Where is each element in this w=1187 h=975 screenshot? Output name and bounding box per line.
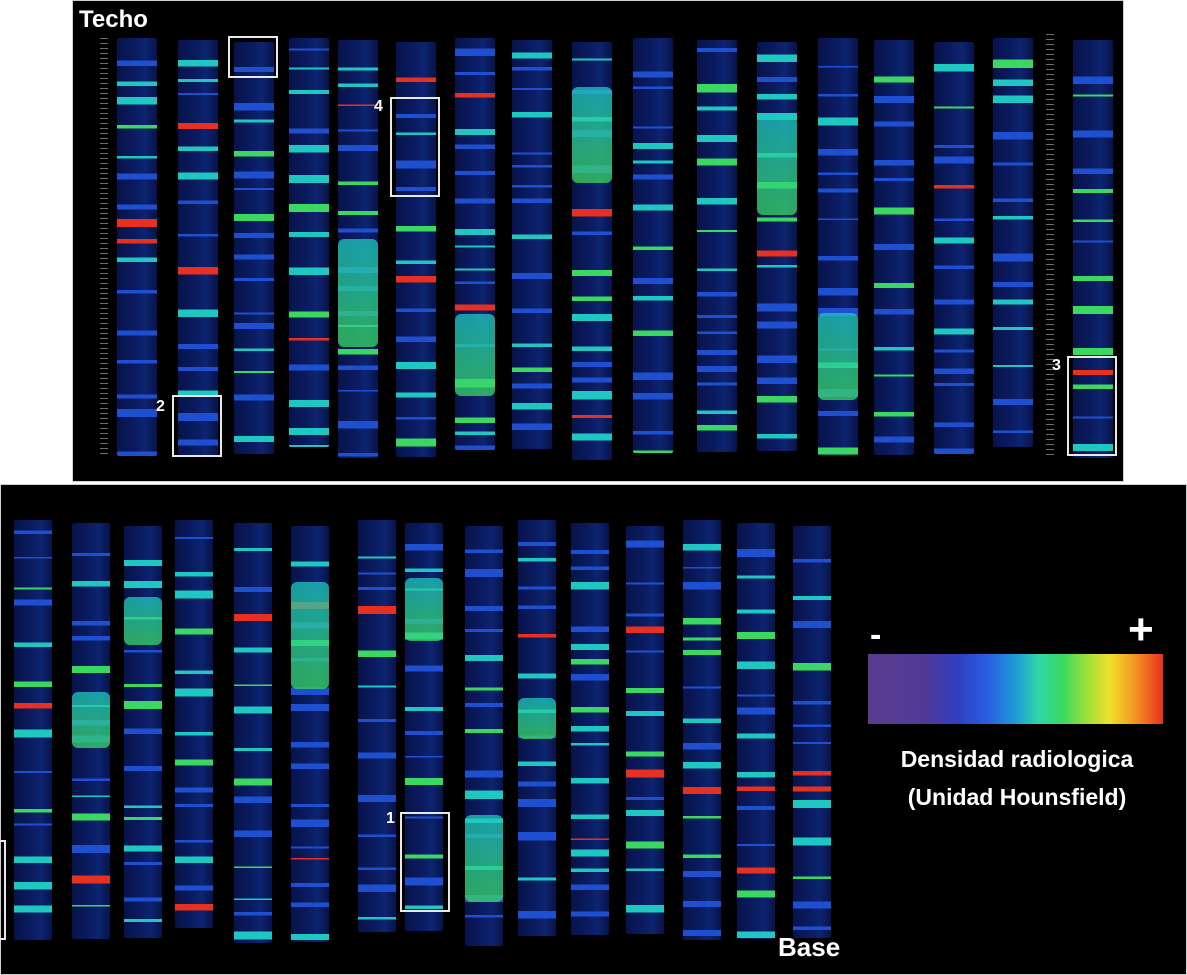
core-column <box>934 42 974 454</box>
legend-title-line2: (Unidad Hounsfield) <box>907 784 1127 810</box>
core-column <box>117 38 157 456</box>
dense-clast <box>757 115 797 216</box>
core-column <box>72 523 110 939</box>
density-color-scale-bar <box>868 654 1163 724</box>
dense-clast <box>72 692 110 748</box>
core-column <box>358 520 396 932</box>
legend-title-line1: Densidad radiologica <box>900 746 1134 772</box>
depth-scale-ruler <box>100 38 108 458</box>
legend-minus-sign: - <box>870 616 882 654</box>
core-column <box>737 523 775 939</box>
dense-clast <box>455 313 495 396</box>
highlight-box-1 <box>400 812 450 912</box>
base-label: Base <box>778 932 841 962</box>
core-column <box>1073 40 1113 458</box>
dense-clast <box>291 582 329 689</box>
highlight-number-3: 3 <box>1052 357 1061 374</box>
dense-clast <box>572 86 612 183</box>
core-column <box>512 40 552 449</box>
highlight-box-2 <box>172 395 222 457</box>
dense-clast <box>338 239 378 347</box>
core-column <box>757 42 797 451</box>
highlight-number-4: 4 <box>374 98 383 115</box>
core-column <box>793 526 831 938</box>
core-column <box>633 38 673 453</box>
core-column <box>124 526 162 938</box>
core-column <box>818 38 858 456</box>
core-column <box>234 42 274 454</box>
core-column <box>683 520 721 940</box>
highlight-box-3 <box>1067 356 1117 456</box>
core-column <box>175 520 213 928</box>
core-column <box>697 40 737 452</box>
core-column <box>993 38 1033 447</box>
core-column <box>571 523 609 935</box>
core-column <box>338 40 378 458</box>
core-column <box>234 523 272 943</box>
dense-clast <box>124 596 162 646</box>
core-column <box>291 526 329 942</box>
highlight-box-4 <box>390 97 440 197</box>
depth-scale-ruler <box>1046 34 1054 458</box>
dense-clast <box>818 313 858 400</box>
core-column <box>626 526 664 934</box>
core-column <box>289 38 329 447</box>
core-column <box>572 42 612 460</box>
legend-plus-sign: + <box>1128 605 1154 654</box>
highlight-box-partial <box>0 840 6 940</box>
core-column <box>874 40 914 455</box>
core-column <box>518 520 556 936</box>
core-column <box>455 38 495 450</box>
dense-clast <box>405 578 443 642</box>
core-column <box>14 520 52 940</box>
dense-clast <box>465 814 503 903</box>
top-label: Techo <box>79 6 148 33</box>
core-column <box>465 526 503 946</box>
core-column <box>405 523 443 931</box>
highlight-number-1: 1 <box>386 810 395 827</box>
core-column <box>178 40 218 455</box>
dense-clast <box>518 698 556 740</box>
highlight-box-top <box>228 36 278 78</box>
core-column <box>396 42 436 457</box>
highlight-number-2: 2 <box>156 398 165 415</box>
